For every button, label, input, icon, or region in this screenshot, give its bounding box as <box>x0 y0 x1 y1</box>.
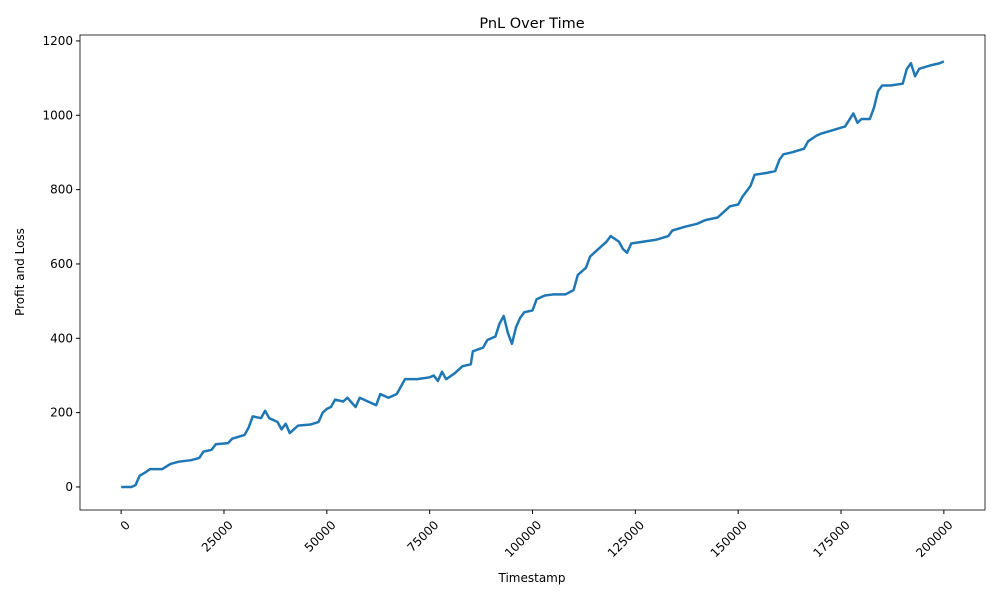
plot-frame <box>79 34 986 511</box>
x-axis-label: Timestamp <box>498 571 566 585</box>
y-tick-label: 1200 <box>42 34 73 48</box>
y-tick-label: 1000 <box>42 108 73 122</box>
x-tick-label: 100000 <box>502 518 544 560</box>
x-tick-label: 175000 <box>811 518 853 560</box>
x-tick-label: 25000 <box>199 518 236 555</box>
y-tick-label: 800 <box>50 183 73 197</box>
x-tick-label: 125000 <box>605 518 647 560</box>
line-series <box>121 60 945 489</box>
y-axis-label: Profit and Loss <box>13 228 27 316</box>
y-tick-label: 600 <box>50 257 73 271</box>
x-tick-label: 150000 <box>708 518 750 560</box>
y-tick-label: 0 <box>65 480 73 494</box>
x-tick-label: 50000 <box>302 518 339 555</box>
x-tick-label: 200000 <box>913 518 955 560</box>
chart-title: PnL Over Time <box>479 16 584 32</box>
y-tick-label: 400 <box>50 331 73 345</box>
y-tick-label: 200 <box>50 406 73 420</box>
x-tick-label: 0 <box>118 518 133 533</box>
x-tick-label: 75000 <box>405 518 442 555</box>
